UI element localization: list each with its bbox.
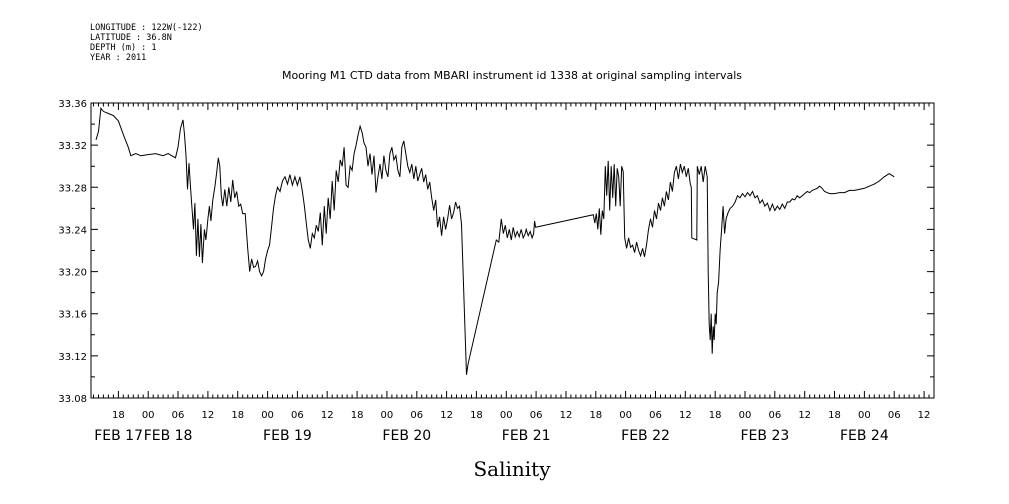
x-hour-tick-label: 06: [768, 410, 781, 421]
longitude-label: LONGITUDE : 122W(-122): [90, 23, 203, 33]
chart-title: Mooring M1 CTD data from MBARI instrumen…: [282, 69, 742, 82]
x-date-label: FEB 18: [144, 428, 193, 444]
depth-label: DEPTH (m) : 1: [90, 43, 157, 53]
x-hour-tick-label: 06: [291, 410, 304, 421]
x-hour-tick-label: 12: [918, 410, 931, 421]
y-tick-label: 33.16: [58, 310, 87, 321]
x-date-label: FEB 21: [502, 428, 551, 444]
y-tick-label: 33.28: [58, 183, 87, 194]
x-hour-tick-label: 06: [649, 410, 662, 421]
plot-frame: [90, 102, 935, 399]
x-date-label: FEB 19: [263, 428, 312, 444]
y-tick-label: 33.20: [58, 268, 87, 279]
x-hour-tick-label: 00: [619, 410, 632, 421]
x-hour-tick-label: 06: [172, 410, 185, 421]
x-hour-tick-label: 18: [231, 410, 244, 421]
x-axis-label: Salinity: [473, 457, 551, 481]
x-hour-tick-label: 00: [858, 410, 871, 421]
x-hour-tick-label: 06: [888, 410, 901, 421]
x-date-label: FEB 23: [741, 428, 790, 444]
x-hour-tick-label: 18: [351, 410, 364, 421]
x-hour-tick-label: 18: [470, 410, 483, 421]
x-hour-tick-label: 00: [739, 410, 752, 421]
x-hour-tick-label: 18: [709, 410, 722, 421]
x-hour-tick-label: 18: [828, 410, 841, 421]
y-tick-label: 33.36: [58, 99, 87, 110]
tick-marks: [91, 102, 935, 399]
y-tick-label: 33.32: [58, 141, 87, 152]
x-hour-tick-label: 12: [440, 410, 453, 421]
x-hour-tick-label: 12: [679, 410, 692, 421]
x-hour-tick-label: 00: [261, 410, 274, 421]
x-date-label: FEB 22: [621, 428, 670, 444]
x-hour-tick-label: 12: [202, 410, 215, 421]
x-axis-tick-labels: 18 00 06 12 18 00 06 12 18 00 06 12 18 00 06 12 18 00 06 12…: [94, 410, 930, 444]
x-hour-tick-label: 00: [142, 410, 155, 421]
year-label: YEAR : 2011: [90, 53, 146, 63]
y-tick-label: 33.08: [58, 394, 87, 405]
x-hour-tick-label: 00: [500, 410, 513, 421]
y-tick-label: 33.12: [58, 352, 87, 363]
salinity-series-line: [95, 107, 895, 375]
x-date-label: FEB 20: [382, 428, 431, 444]
x-hour-tick-label: 18: [589, 410, 602, 421]
x-hour-tick-label: 18: [112, 410, 125, 421]
x-date-label: FEB 17: [94, 428, 143, 444]
x-hour-tick-label: 06: [530, 410, 543, 421]
y-tick-label: 33.24: [58, 225, 87, 236]
axis-ticks: [91, 102, 935, 399]
x-hour-tick-label: 00: [381, 410, 394, 421]
x-hour-tick-label: 12: [798, 410, 811, 421]
latitude-label: LATITUDE : 36.8N: [90, 33, 172, 43]
x-hour-tick-label: 12: [321, 410, 334, 421]
x-date-label: FEB 24: [840, 428, 889, 444]
x-hour-tick-label: 06: [410, 410, 423, 421]
y-axis-tick-labels: 33.36 33.32 33.28 33.24 33.20 33.16 33.12 33.08: [58, 99, 87, 405]
x-hour-tick-label: 12: [560, 410, 573, 421]
